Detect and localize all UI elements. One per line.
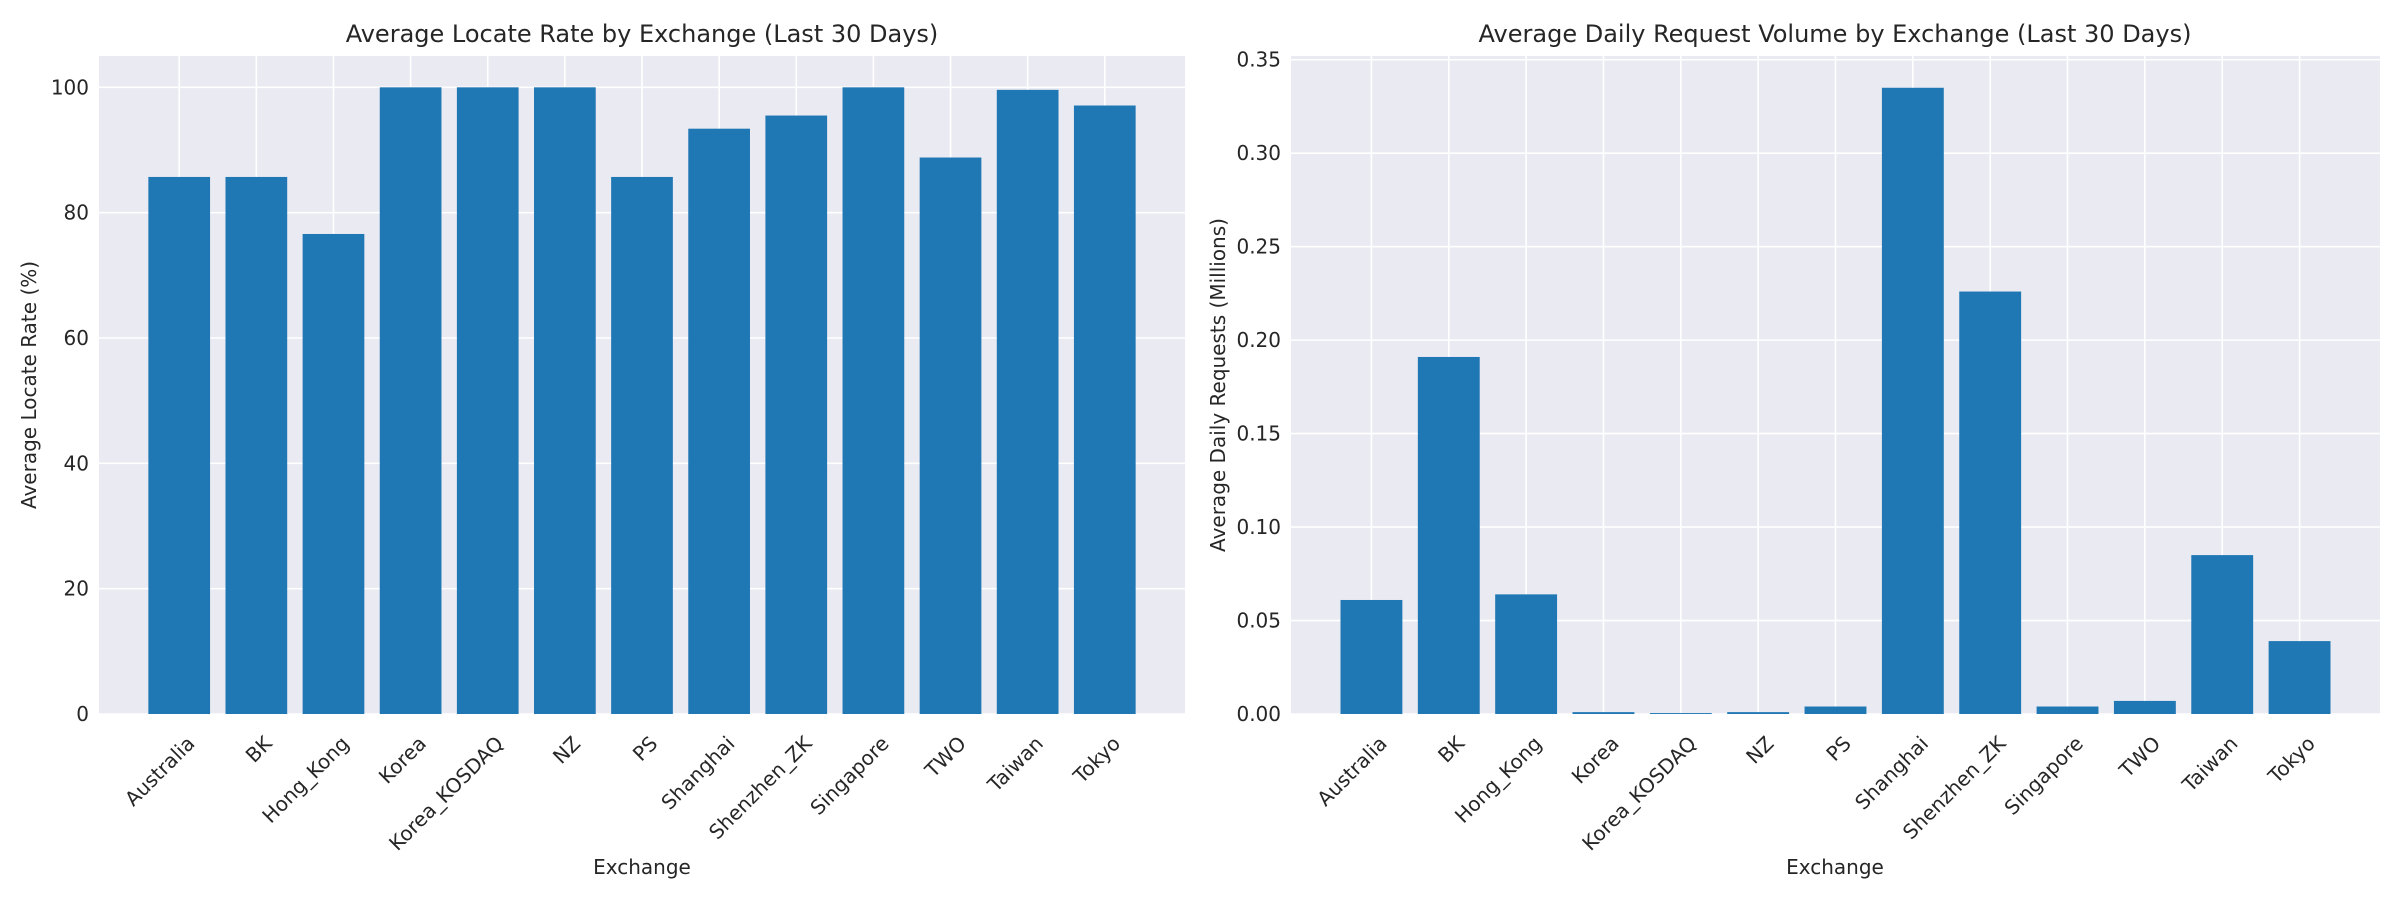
y-tick-label: 20 (64, 577, 89, 601)
y-tick-label: 0.25 (1236, 235, 1281, 259)
x-tick-label: Tokyo (1068, 731, 1125, 788)
bar-singapore (842, 87, 905, 715)
bar-tokyo (2268, 641, 2331, 714)
bar-shenzhen-zk (765, 115, 828, 715)
y-tick-label: 0.35 (1236, 48, 1281, 72)
bar-tokyo (1073, 105, 1136, 715)
y-tick-label: 80 (64, 201, 89, 225)
bar-ps (1804, 706, 1867, 714)
chart-title: Average Locate Rate by Exchange (Last 30… (346, 20, 939, 48)
x-tick-label: Shanghai (1850, 731, 1933, 814)
bar-taiwan (996, 89, 1059, 715)
x-tick-label: PS (628, 731, 662, 765)
y-tick-label: 0.05 (1236, 609, 1281, 633)
x-tick-label: Australia (120, 731, 200, 811)
x-tick-label: BK (241, 731, 278, 768)
bar-taiwan (2191, 555, 2254, 714)
x-tick-label: TWO (919, 731, 970, 782)
x-tick-label: Taiwan (982, 731, 1048, 797)
chart-title: Average Daily Request Volume by Exchange… (1479, 20, 2192, 48)
y-tick-label: 0.00 (1236, 702, 1281, 726)
y-axis-label: Average Locate Rate (%) (17, 261, 41, 509)
y-tick-label: 0.20 (1236, 328, 1281, 352)
x-axis-label: Exchange (1786, 855, 1884, 879)
bars (148, 87, 1136, 715)
y-tick-labels: 0.00 0.05 0.10 0.15 0.20 0.25 0.30 0.35 (1236, 48, 1281, 726)
bar-australia (148, 176, 211, 715)
y-tick-label: 0.15 (1236, 422, 1281, 446)
bar-ps (611, 176, 673, 715)
bar-hong-kong (302, 233, 365, 714)
y-tick-label: 0.10 (1236, 515, 1281, 539)
bar-bk (225, 176, 288, 715)
y-tick-labels: 0 20 40 60 80 100 (51, 75, 89, 726)
y-tick-label: 40 (64, 451, 89, 475)
y-tick-label: 100 (51, 75, 89, 99)
bar-bk (1417, 356, 1480, 714)
y-tick-label: 0 (76, 702, 89, 726)
bar-korea-kosdaq (456, 87, 519, 715)
y-tick-label: 0.30 (1236, 141, 1281, 165)
x-tick-label: PS (1821, 731, 1855, 765)
x-tick-label: Australia (1312, 731, 1392, 811)
x-axis-label: Exchange (593, 855, 691, 879)
x-tick-label: Tokyo (2263, 731, 2320, 788)
x-tick-label: Korea (1567, 731, 1624, 788)
bar-korea (1572, 712, 1635, 714)
x-tick-label: NZ (1741, 731, 1778, 768)
bar-shanghai (688, 128, 750, 714)
x-tick-label: Singapore (1999, 731, 2087, 819)
bar-two (2113, 700, 2176, 714)
x-tick-label: Singapore (805, 731, 893, 819)
bar-korea (379, 87, 442, 715)
bars (1340, 87, 2331, 714)
bar-korea-kosdaq (1649, 713, 1712, 714)
x-tick-label: NZ (548, 731, 585, 768)
x-tick-label: Taiwan (2177, 731, 2243, 797)
bar-two (919, 157, 982, 714)
x-tick-label: BK (1433, 731, 1470, 768)
x-tick-label: Shanghai (656, 731, 739, 814)
x-tick-label: Korea (374, 731, 431, 788)
grid (1291, 56, 2380, 715)
bar-singapore (2036, 706, 2099, 714)
bar-nz (1727, 712, 1790, 714)
y-tick-label: 60 (64, 326, 89, 350)
x-tick-label: TWO (2114, 731, 2165, 782)
bar-australia (1340, 599, 1403, 714)
bar-shanghai (1881, 87, 1944, 714)
bar-shenzhen-zk (1959, 291, 2022, 714)
bar-hong-kong (1495, 594, 1558, 714)
bar-nz (534, 87, 596, 715)
y-axis-label: Average Daily Requests (Millions) (1206, 218, 1230, 552)
